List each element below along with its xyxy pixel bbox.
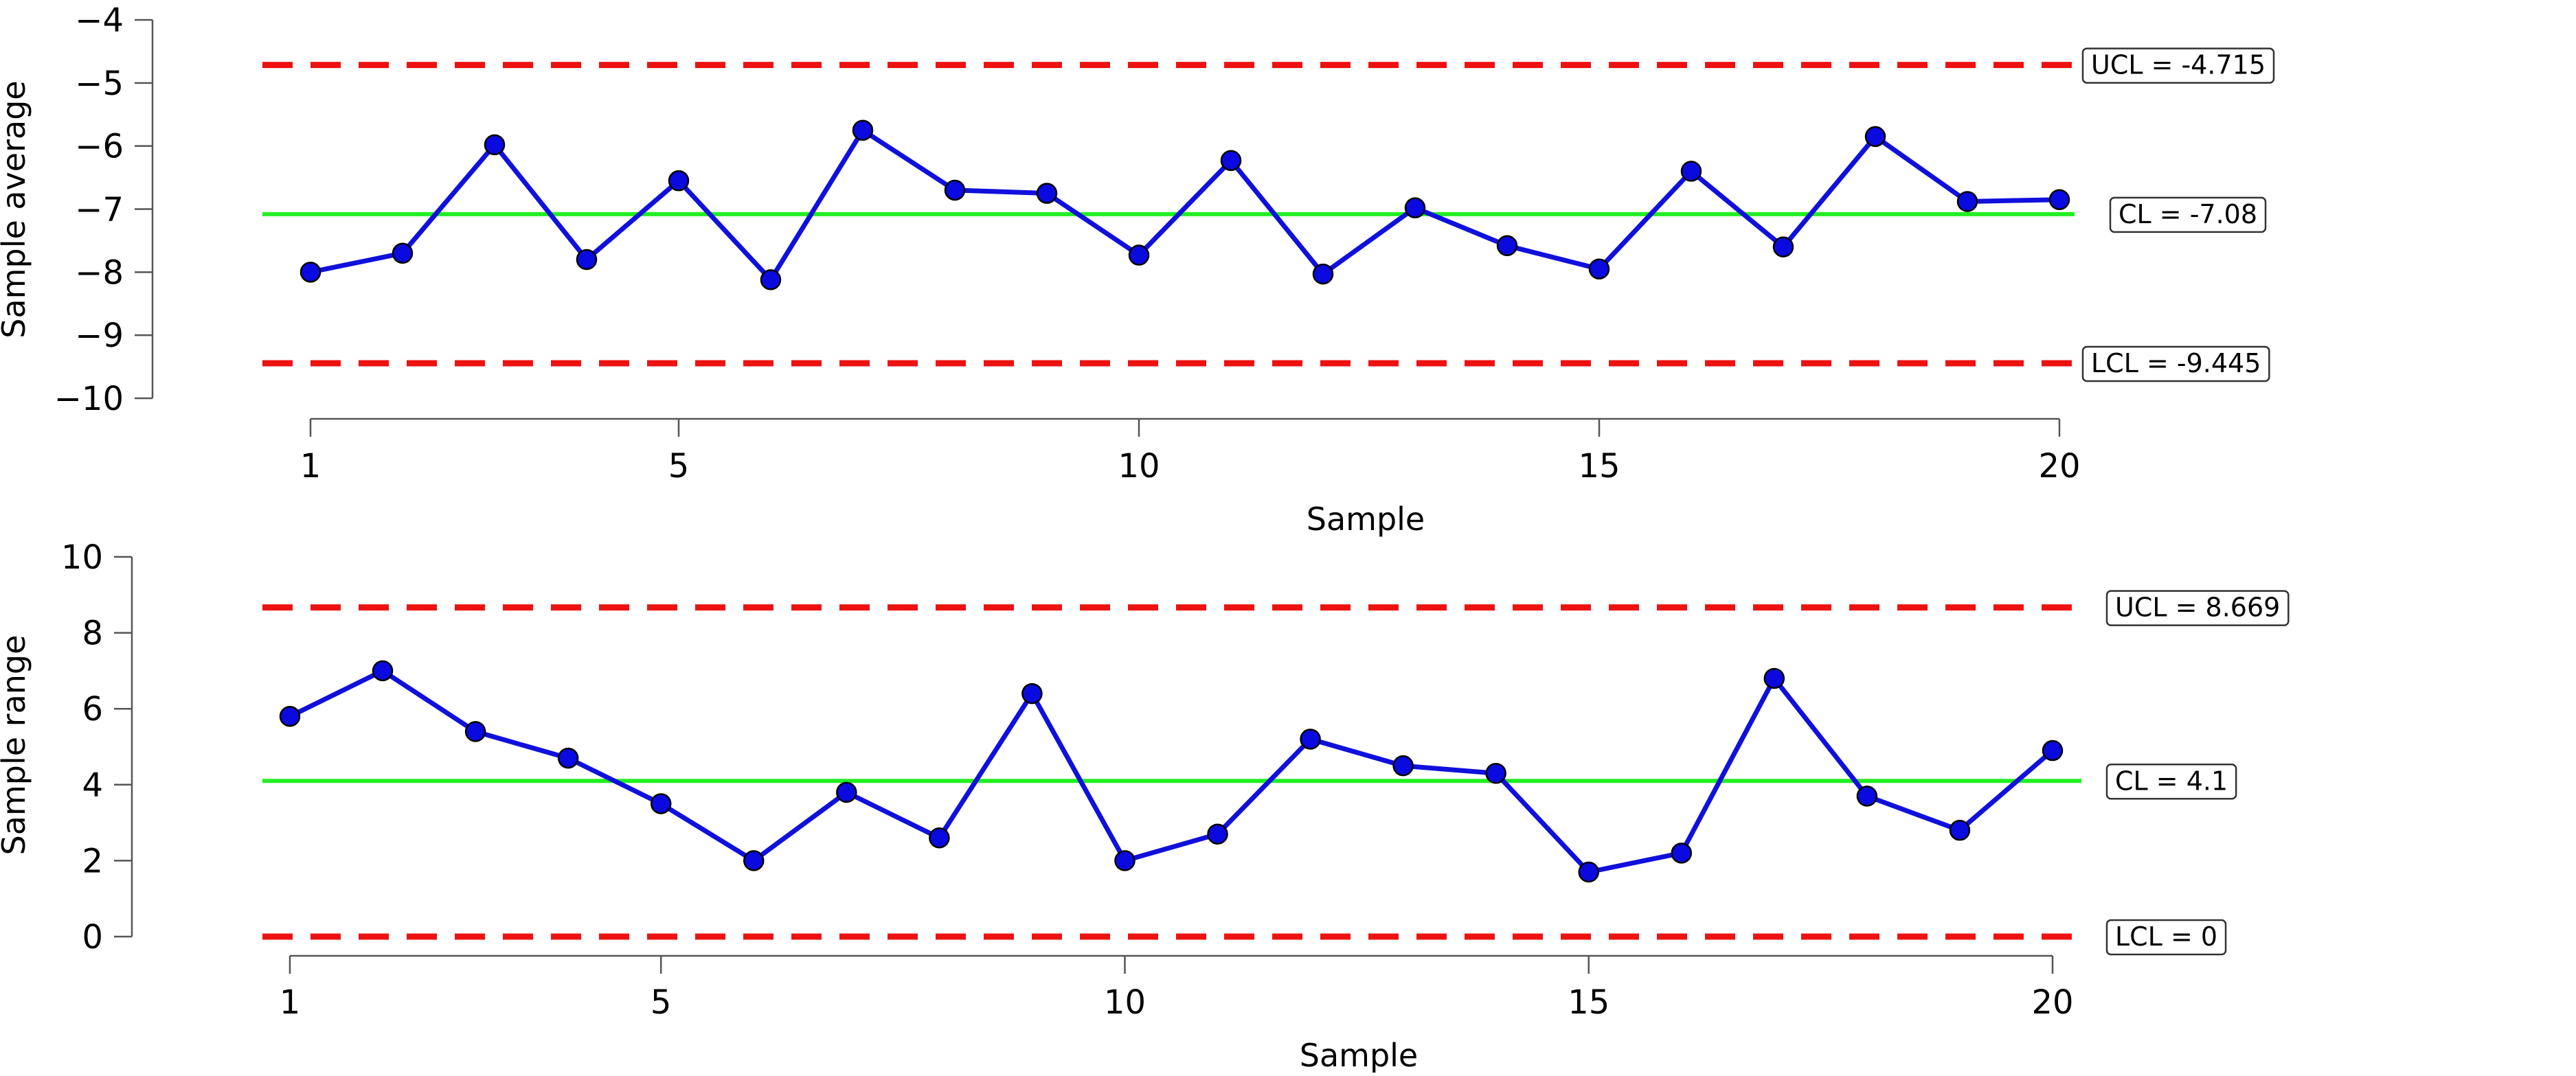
range-data-point (1856, 786, 1878, 807)
xbar-x-tick-label: 10 (1118, 447, 1160, 485)
xbar-data-point (484, 134, 506, 156)
range-data-point (1207, 823, 1228, 845)
range-data-point (1300, 729, 1321, 750)
xbar-data-point (1496, 235, 1518, 257)
range-data-point (1114, 850, 1136, 871)
range-data-point (1763, 667, 1785, 689)
xbar-data-point (944, 179, 966, 201)
range-y-tick-label: 8 (82, 615, 103, 653)
range-x-tick-label: 10 (1104, 983, 1146, 1022)
range-x-tick-label: 1 (280, 983, 301, 1022)
range-y-tick-label: 0 (82, 918, 103, 957)
xbar-ucl-label: UCL = -4.715 (2091, 50, 2266, 80)
xbar-lcl-label: LCL = -9.445 (2091, 348, 2261, 378)
xbar-data-point (1772, 236, 1794, 257)
range-data-point (1392, 755, 1414, 777)
xbar-y-tick-label: −7 (75, 191, 124, 229)
range-y-tick-label: 10 (61, 538, 103, 577)
range-data-point (1021, 683, 1043, 705)
xbar-y-tick-label: −6 (75, 128, 124, 166)
xbar-ucl-label-box (2081, 47, 2275, 84)
xbar-lcl-label-box (2081, 345, 2270, 382)
xbar-x-axis-title: Sample (1307, 501, 1425, 538)
range-data-point (372, 660, 394, 682)
range-series-line (289, 668, 2055, 875)
xbar-data-point (392, 242, 414, 264)
xbar-data-point (760, 269, 782, 290)
range-y-tick-label: 2 (82, 842, 103, 880)
range-x-tick-label: 5 (651, 983, 672, 1022)
range-lcl-label: LCL = 0 (2115, 922, 2217, 952)
xbar-y-tick-label: −9 (75, 317, 124, 355)
range-data-point (836, 781, 857, 803)
range-data-point (650, 793, 672, 814)
xbar-data-point (1036, 183, 1058, 204)
xbar-y-tick-label: −10 (54, 380, 124, 418)
range-data-point (743, 850, 765, 871)
range-data-point (2042, 740, 2064, 762)
xbar-data-point (576, 249, 598, 271)
xbar-x-tick-label: 20 (2038, 447, 2080, 485)
xbar-data-point (2048, 189, 2070, 210)
range-data-point (464, 721, 486, 742)
xbar-y-tick-label: −8 (75, 253, 124, 292)
xbar-data-point (1404, 197, 1426, 218)
xbar-data-point (1220, 150, 1242, 172)
range-cl-label-box (2105, 764, 2237, 800)
xbar-chart: Sample average Sample −4−5−6−7−8−9−101 5 1… (0, 1, 2275, 538)
range-ucl-label-box (2105, 590, 2290, 626)
range-x-axis-title: Sample (1300, 1037, 1418, 1073)
xbar-y-tick-label: −4 (75, 1, 124, 40)
xbar-data-point (852, 119, 874, 141)
xbar-x-tick-label: 15 (1578, 447, 1620, 485)
xbar-cl-label-box (2109, 196, 2267, 233)
xbar-x-tick-label: 5 (668, 447, 690, 485)
range-data-point (1485, 762, 1506, 784)
xbar-cl-label: CL = -7.08 (2119, 199, 2257, 229)
range-y-tick-label: 6 (82, 690, 103, 729)
range-data-point (279, 706, 301, 727)
range-cl-label: CL = 4.1 (2115, 766, 2228, 796)
xbar-x-tick-label: 1 (300, 447, 321, 485)
xbar-data-point (1312, 263, 1334, 285)
xbar-data-point (1588, 258, 1610, 279)
range-x-tick-label: 20 (2031, 983, 2073, 1022)
range-ucl-label: UCL = 8.669 (2115, 593, 2280, 623)
range-data-point (1949, 819, 1971, 841)
xbar-data-point (1128, 244, 1150, 266)
range-data-point (1671, 843, 1693, 864)
xbar-data-point (1680, 161, 1702, 182)
range-y-axis-title: Sample range (0, 635, 32, 856)
range-data-point (929, 827, 950, 849)
range-data-point (1578, 861, 1599, 883)
xbar-data-point (1956, 191, 1978, 212)
xbar-y-tick-label: −5 (75, 65, 124, 103)
xbar-data-point (668, 170, 690, 192)
range-x-tick-label: 15 (1568, 983, 1609, 1022)
xbar-y-axis-title: Sample average (0, 80, 32, 338)
range-y-tick-label: 4 (82, 766, 103, 805)
range-data-point (557, 747, 579, 769)
xbar-series-line (310, 128, 2060, 282)
xbar-data-point (300, 262, 321, 283)
xbar-data-point (1864, 126, 1886, 148)
range-lcl-label-box (2105, 919, 2227, 956)
